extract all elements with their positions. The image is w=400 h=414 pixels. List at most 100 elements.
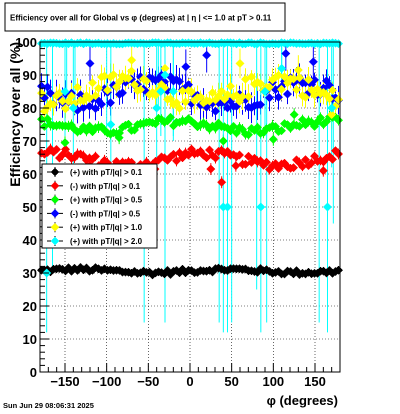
data-point	[210, 153, 221, 163]
data-point	[181, 62, 191, 72]
data-point	[60, 138, 70, 148]
data-point	[129, 80, 140, 90]
tick-layer	[39, 41, 341, 373]
data-point	[96, 99, 107, 109]
data-point	[261, 157, 272, 167]
data-point	[231, 161, 241, 171]
data-point	[235, 58, 245, 69]
data-point	[180, 97, 191, 107]
legend-label: (-) with pT/|q| > 0.1	[70, 182, 141, 191]
data-point	[246, 72, 257, 82]
data-point	[277, 63, 287, 73]
data-point	[322, 202, 333, 212]
marker-layer	[36, 38, 344, 280]
timestamp: Sun Jun 29 08:06:31 2025	[3, 401, 94, 410]
data-point	[327, 154, 338, 164]
data-point	[308, 57, 318, 67]
y-tick-label: 60	[23, 167, 37, 182]
data-point	[222, 202, 233, 212]
data-point	[60, 86, 70, 97]
legend-marker	[50, 236, 60, 246]
data-point	[168, 86, 178, 97]
legend-entry: (+) with pT/|q| > 0.5	[47, 194, 143, 205]
legend-marker	[50, 222, 60, 232]
data-point	[152, 103, 162, 113]
data-point	[186, 87, 197, 97]
data-point	[333, 265, 344, 275]
data-point	[256, 202, 266, 212]
data-point	[123, 119, 134, 129]
data-point	[243, 130, 254, 140]
data-point	[66, 91, 77, 101]
legend-entry: (+) with pT/|q| > 2.0	[47, 236, 143, 246]
x-tick-label: −50	[137, 374, 159, 389]
x-tick-labels: −150 −100 −50 0 50 100 150	[50, 374, 326, 389]
legend-label: (+) with pT/|q| > 1.0	[70, 223, 143, 232]
data-point	[293, 65, 303, 75]
series-5	[36, 38, 344, 278]
data-point	[218, 136, 228, 146]
y-tick-label: 40	[23, 233, 37, 248]
x-tick-label: 100	[262, 374, 284, 389]
data-point	[228, 121, 239, 131]
series-0	[36, 262, 344, 280]
data-point	[264, 82, 275, 92]
data-point	[252, 122, 263, 132]
data-point	[90, 151, 101, 161]
data-point	[93, 83, 104, 93]
y-tick-label: 10	[23, 332, 37, 347]
data-point	[45, 88, 56, 98]
data-point	[117, 88, 128, 98]
data-point	[327, 110, 337, 120]
data-point	[327, 103, 337, 113]
legend-label: (+) with pT/|q| > 2.0	[70, 237, 143, 246]
data-point	[300, 92, 311, 102]
series-4	[36, 55, 344, 120]
data-point	[327, 85, 338, 95]
data-point	[222, 90, 233, 100]
data-point	[333, 149, 344, 159]
data-point	[303, 75, 314, 85]
x-tick-label: −150	[50, 374, 79, 389]
data-point	[114, 133, 124, 143]
data-point	[171, 156, 182, 166]
data-point	[174, 76, 185, 87]
title-box	[4, 2, 286, 32]
data-point	[36, 88, 47, 98]
chart-title: Efficiency over all for Global vs φ (deg…	[10, 14, 272, 23]
x-tick-label: 50	[224, 374, 238, 389]
data-point	[123, 73, 134, 83]
data-point	[300, 155, 311, 165]
data-point	[281, 48, 291, 59]
data-point	[243, 92, 254, 102]
y-tick-label: 0	[30, 365, 37, 380]
data-point	[234, 150, 245, 160]
data-point	[216, 86, 227, 96]
data-point	[210, 106, 221, 116]
data-point	[85, 58, 95, 69]
data-point	[237, 91, 248, 101]
legend-marker	[50, 195, 60, 204]
data-point	[99, 71, 110, 81]
data-point	[289, 110, 299, 120]
data-point	[288, 163, 299, 173]
legend-marker	[50, 181, 60, 191]
data-point	[231, 90, 242, 100]
y-tick-label: 20	[23, 299, 37, 314]
data-point	[225, 81, 236, 91]
y-tick-label: 90	[23, 68, 37, 83]
data-point	[291, 85, 302, 95]
legend-marker	[50, 167, 60, 177]
x-axis-label: φ (degrees)	[267, 393, 338, 408]
data-point	[42, 82, 53, 92]
legend-entry: (-) with pT/|q| > 0.5	[47, 208, 141, 219]
data-point	[126, 66, 137, 76]
x-tick-label: 150	[304, 374, 326, 389]
data-point	[333, 95, 344, 105]
data-point	[68, 103, 78, 113]
data-point	[106, 119, 116, 130]
data-point	[195, 92, 206, 102]
y-tick-label: 50	[23, 200, 37, 215]
data-point	[87, 78, 98, 88]
data-point	[207, 88, 218, 98]
